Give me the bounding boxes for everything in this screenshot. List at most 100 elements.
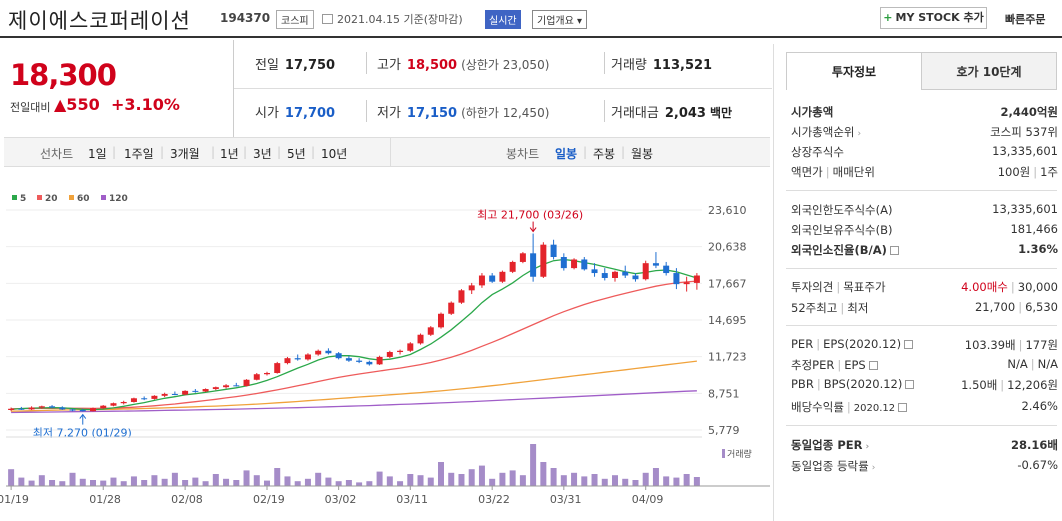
est-per-value: N/A <box>1007 357 1028 371</box>
volume-bar <box>202 481 209 486</box>
industry-change-link[interactable]: 동일업종 등락률 › <box>791 458 875 474</box>
volume-bar <box>120 481 127 486</box>
divider <box>233 40 234 137</box>
prev-close: 전일 17,750 <box>255 54 335 73</box>
foreign-limit-label: 외국인한도주식수(A) <box>791 203 893 217</box>
divider <box>604 52 605 74</box>
annotation-high: 최고 21,700 (03/26) <box>477 209 583 222</box>
help-icon[interactable] <box>905 380 915 389</box>
period-1d[interactable]: 1일 <box>88 147 107 161</box>
volume-bar <box>427 477 434 486</box>
candle-body <box>59 407 66 410</box>
period-3y[interactable]: 3년 <box>253 147 272 161</box>
candle-body <box>581 259 588 270</box>
volume-bar <box>161 478 168 486</box>
pbr-value: 1.50배 <box>961 378 998 392</box>
separator: | <box>243 145 248 159</box>
volume-bar <box>540 462 547 486</box>
target-value: 30,000 <box>1017 280 1058 294</box>
help-icon[interactable] <box>889 246 899 255</box>
help-icon[interactable] <box>898 403 908 412</box>
volume-value: 113,521 <box>652 58 713 73</box>
candle-body <box>18 408 25 410</box>
amount-label: 거래대금 <box>611 106 659 121</box>
separator: | <box>211 145 216 159</box>
volume-bar <box>284 476 291 486</box>
volume-bar <box>386 476 393 486</box>
candle-body <box>622 271 629 276</box>
quick-order-link[interactable]: 빠른주문 <box>1005 13 1046 26</box>
candle-body <box>601 273 608 278</box>
volume-bar <box>560 475 567 486</box>
opinion-row: 투자의견 | 목표주가 4.00매수 | 30,000 <box>791 280 1058 294</box>
period-10y[interactable]: 10년 <box>321 147 348 161</box>
volume-bar <box>366 481 373 486</box>
legend-swatch <box>69 195 74 200</box>
volume-label: 거래량 <box>727 448 752 460</box>
moving-average-ma20 <box>11 280 697 410</box>
help-icon[interactable] <box>868 361 878 370</box>
x-tick-label: 01/28 <box>89 493 121 506</box>
current-price: 18,300 <box>10 58 117 92</box>
week52-low-value: 6,530 <box>1025 300 1058 314</box>
x-tick-label: 03/11 <box>396 493 428 506</box>
divider <box>786 190 1057 191</box>
trade-unit-value: 1주 <box>1040 165 1058 179</box>
shares-row: 상장주식수 13,335,601 <box>791 142 1058 162</box>
candle-body <box>130 398 137 402</box>
tab-orderbook[interactable]: 호가 10단계 <box>921 52 1057 90</box>
volume-bar <box>243 470 250 486</box>
industry-per-link[interactable]: 동일업종 PER › <box>791 437 869 453</box>
period-5y[interactable]: 5년 <box>287 147 306 161</box>
dividend-row: 배당수익률 | 2020.12 2.46% <box>791 399 1058 414</box>
volume-bar <box>130 476 137 486</box>
volume-bar <box>591 474 598 486</box>
period-1w[interactable]: 1주일 <box>124 147 154 161</box>
low-label: 저가 <box>377 106 401 121</box>
moving-average-ma120 <box>11 390 697 414</box>
candle-body <box>141 398 148 400</box>
volume-bar <box>509 470 516 486</box>
volume-bar <box>601 478 608 486</box>
help-icon[interactable] <box>904 340 914 349</box>
period-monthly[interactable]: 월봉 <box>631 147 654 161</box>
moving-average-ma60 <box>11 360 697 412</box>
volume: 거래량 113,521 <box>611 54 712 73</box>
divider <box>234 88 772 89</box>
volume-bar <box>489 478 496 486</box>
foreign-ratio-value: 1.36% <box>1018 242 1058 256</box>
market-cap-rank-label: 시가총액순위 <box>791 125 855 139</box>
candle-body <box>315 350 322 355</box>
candle-body <box>540 244 547 277</box>
tab-investment-info[interactable]: 투자정보 <box>786 52 922 90</box>
y-tick-label: 20,638 <box>708 241 747 254</box>
volume-bar <box>294 481 301 486</box>
volume-bar <box>622 478 629 486</box>
stock-header: 제이에스코퍼레이션 194370 코스피 2021.04.15 기준(장마감) … <box>0 0 1062 38</box>
trade-amount: 거래대금 2,043 백만 <box>611 102 732 121</box>
add-mystock-button[interactable]: + MY STOCK 추가 <box>880 7 987 29</box>
period-weekly[interactable]: 주봉 <box>593 147 616 161</box>
volume-bar <box>18 477 25 486</box>
candle-body <box>673 273 680 285</box>
candle-body <box>253 374 260 380</box>
volume-bar <box>212 474 219 486</box>
period-bar: 선차트 1일 | 1주일 | 3개월 | 1년 | 3년 | 5년 | 10년 … <box>4 137 770 167</box>
period-daily[interactable]: 일봉 <box>555 147 578 161</box>
shares-label: 상장주식수 <box>791 145 844 159</box>
realtime-button[interactable]: 실시간 <box>485 10 521 29</box>
volume-bar <box>407 474 414 486</box>
volume-bar <box>478 465 485 486</box>
candle-body <box>397 350 404 353</box>
market-cap-rank-label-wrap[interactable]: 시가총액순위 › <box>791 124 861 140</box>
industry-change-label: 동일업종 등락률 <box>791 459 869 473</box>
par-label: 액면가 <box>791 165 823 179</box>
company-info-dropdown[interactable]: 기업개요 ▾ <box>532 10 587 29</box>
volume-bar <box>673 477 680 486</box>
volume-bar <box>151 475 158 486</box>
candle-body <box>304 354 311 360</box>
price-chart[interactable]: 5 20 60 120 23,610 20,638 17,667 14,695 11,723 8,… <box>0 168 772 521</box>
period-1y[interactable]: 1년 <box>220 147 239 161</box>
period-3m[interactable]: 3개월 <box>170 147 200 161</box>
est-per-label: 추정PER <box>791 358 835 372</box>
